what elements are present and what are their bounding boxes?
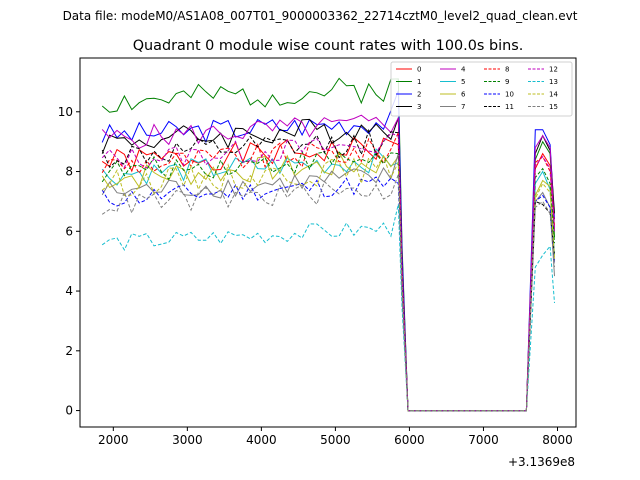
x-tick-label: 4000 bbox=[246, 433, 277, 447]
chart-title: Quadrant 0 module wise count rates with … bbox=[133, 38, 524, 54]
figure-suptitle: Data file: modeM0/AS1A08_007T01_90000033… bbox=[63, 9, 578, 23]
y-tick-label: 2 bbox=[65, 344, 73, 358]
series-line-8 bbox=[101, 132, 555, 412]
series-line-14 bbox=[101, 155, 555, 412]
legend-label-0: 0 bbox=[417, 66, 421, 74]
x-tick-label: 5000 bbox=[320, 433, 351, 447]
legend-label-9: 9 bbox=[505, 78, 509, 86]
legend-label-14: 14 bbox=[549, 91, 558, 99]
series-line-6 bbox=[101, 151, 555, 412]
series-line-11 bbox=[101, 128, 555, 412]
y-tick-label: 0 bbox=[65, 404, 73, 418]
legend-label-2: 2 bbox=[417, 91, 421, 99]
x-offset-label: +3.1369e8 bbox=[508, 455, 575, 469]
legend-label-7: 7 bbox=[461, 103, 465, 111]
legend-label-6: 6 bbox=[461, 91, 466, 99]
legend-label-3: 3 bbox=[417, 103, 421, 111]
legend-label-13: 13 bbox=[549, 78, 558, 86]
y-tick-label: 8 bbox=[65, 165, 73, 179]
series-line-9 bbox=[101, 150, 555, 412]
legend-label-1: 1 bbox=[417, 78, 421, 86]
legend-label-11: 11 bbox=[505, 103, 514, 111]
series-line-0 bbox=[101, 136, 555, 412]
series-line-13 bbox=[101, 204, 555, 412]
legend-label-8: 8 bbox=[505, 66, 509, 74]
legend-label-4: 4 bbox=[461, 66, 466, 74]
legend-box bbox=[390, 61, 573, 117]
y-tick-label: 10 bbox=[58, 105, 73, 119]
y-tick-label: 4 bbox=[65, 284, 73, 298]
series-layer bbox=[101, 77, 555, 412]
legend-label-5: 5 bbox=[461, 78, 465, 86]
series-line-4 bbox=[101, 114, 555, 412]
legend-label-10: 10 bbox=[505, 91, 514, 99]
legend-label-12: 12 bbox=[549, 66, 558, 74]
x-tick-label: 7000 bbox=[468, 433, 499, 447]
plot-area-frame bbox=[79, 57, 577, 428]
x-tick-label: 2000 bbox=[98, 433, 129, 447]
series-line-15 bbox=[101, 174, 555, 412]
y-tick-label: 6 bbox=[65, 224, 73, 238]
x-tick-label: 3000 bbox=[172, 433, 203, 447]
series-line-3 bbox=[101, 117, 555, 412]
y-axis: 0 2 4 6 8 10 bbox=[58, 105, 80, 418]
x-axis: 2000 3000 4000 5000 6000 7000 8000 bbox=[98, 427, 573, 447]
x-tick-label: 6000 bbox=[394, 433, 425, 447]
series-line-12 bbox=[101, 132, 555, 412]
legend-label-15: 15 bbox=[549, 103, 558, 111]
series-line-10 bbox=[101, 176, 555, 412]
x-tick-label: 8000 bbox=[542, 433, 573, 447]
